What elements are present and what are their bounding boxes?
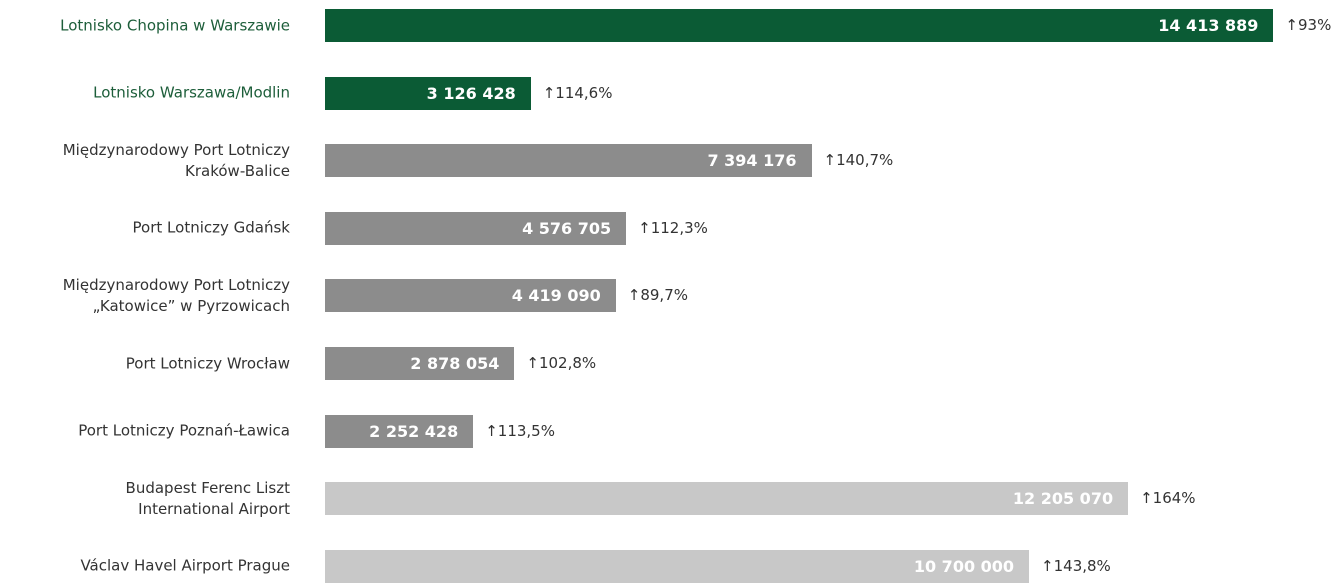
- category-label: Václav Havel Airport Prague: [80, 556, 290, 575]
- category-label: Lotnisko Chopina w Warszawie: [60, 16, 290, 34]
- change-label: ↑164%: [1140, 489, 1196, 508]
- bar: [325, 482, 1129, 516]
- bar: [325, 279, 616, 313]
- change-label: ↑89,7%: [627, 286, 688, 305]
- bar: [325, 211, 627, 245]
- change-label: ↑113,5%: [485, 421, 555, 440]
- change-label: ↑102,8%: [526, 354, 597, 372]
- value-label: 7 394 176: [707, 151, 797, 171]
- category-label: Port Lotniczy Poznań-Ławica: [78, 421, 290, 440]
- category-label: Budapest Ferenc Liszt International Airp…: [125, 478, 290, 518]
- change-label: ↑143,8%: [1041, 556, 1111, 575]
- category-label: Lotnisko Warszawa/Modlin: [93, 83, 290, 102]
- category-label: Międzynarodowy Port Lotniczy Kraków-Bali…: [62, 140, 290, 180]
- change-label: ↑140,7%: [823, 151, 894, 170]
- change-label: ↑114,6%: [542, 83, 613, 102]
- value-label: 10 700 000: [913, 556, 1015, 576]
- category-label: Port Lotniczy Gdańsk: [132, 218, 290, 237]
- category-label: Port Lotniczy Wrocław: [125, 354, 290, 372]
- bar: [325, 414, 474, 448]
- bar: [325, 347, 515, 380]
- change-label: ↑112,3%: [638, 218, 708, 237]
- bar: [325, 144, 812, 178]
- bar: [325, 76, 531, 110]
- value-label: 2 878 054: [410, 354, 500, 373]
- category-label: Międzynarodowy Port Lotniczy „Katowice” …: [62, 275, 290, 315]
- value-label: 12 205 070: [1012, 489, 1114, 509]
- value-label: 4 576 705: [522, 218, 612, 238]
- change-label: ↑93%: [1285, 16, 1332, 34]
- value-label: 4 419 090: [511, 286, 601, 306]
- value-label: 3 126 428: [426, 83, 516, 103]
- bar: [325, 9, 1274, 42]
- value-label: 2 252 428: [369, 421, 459, 441]
- value-label: 14 413 889: [1158, 16, 1259, 35]
